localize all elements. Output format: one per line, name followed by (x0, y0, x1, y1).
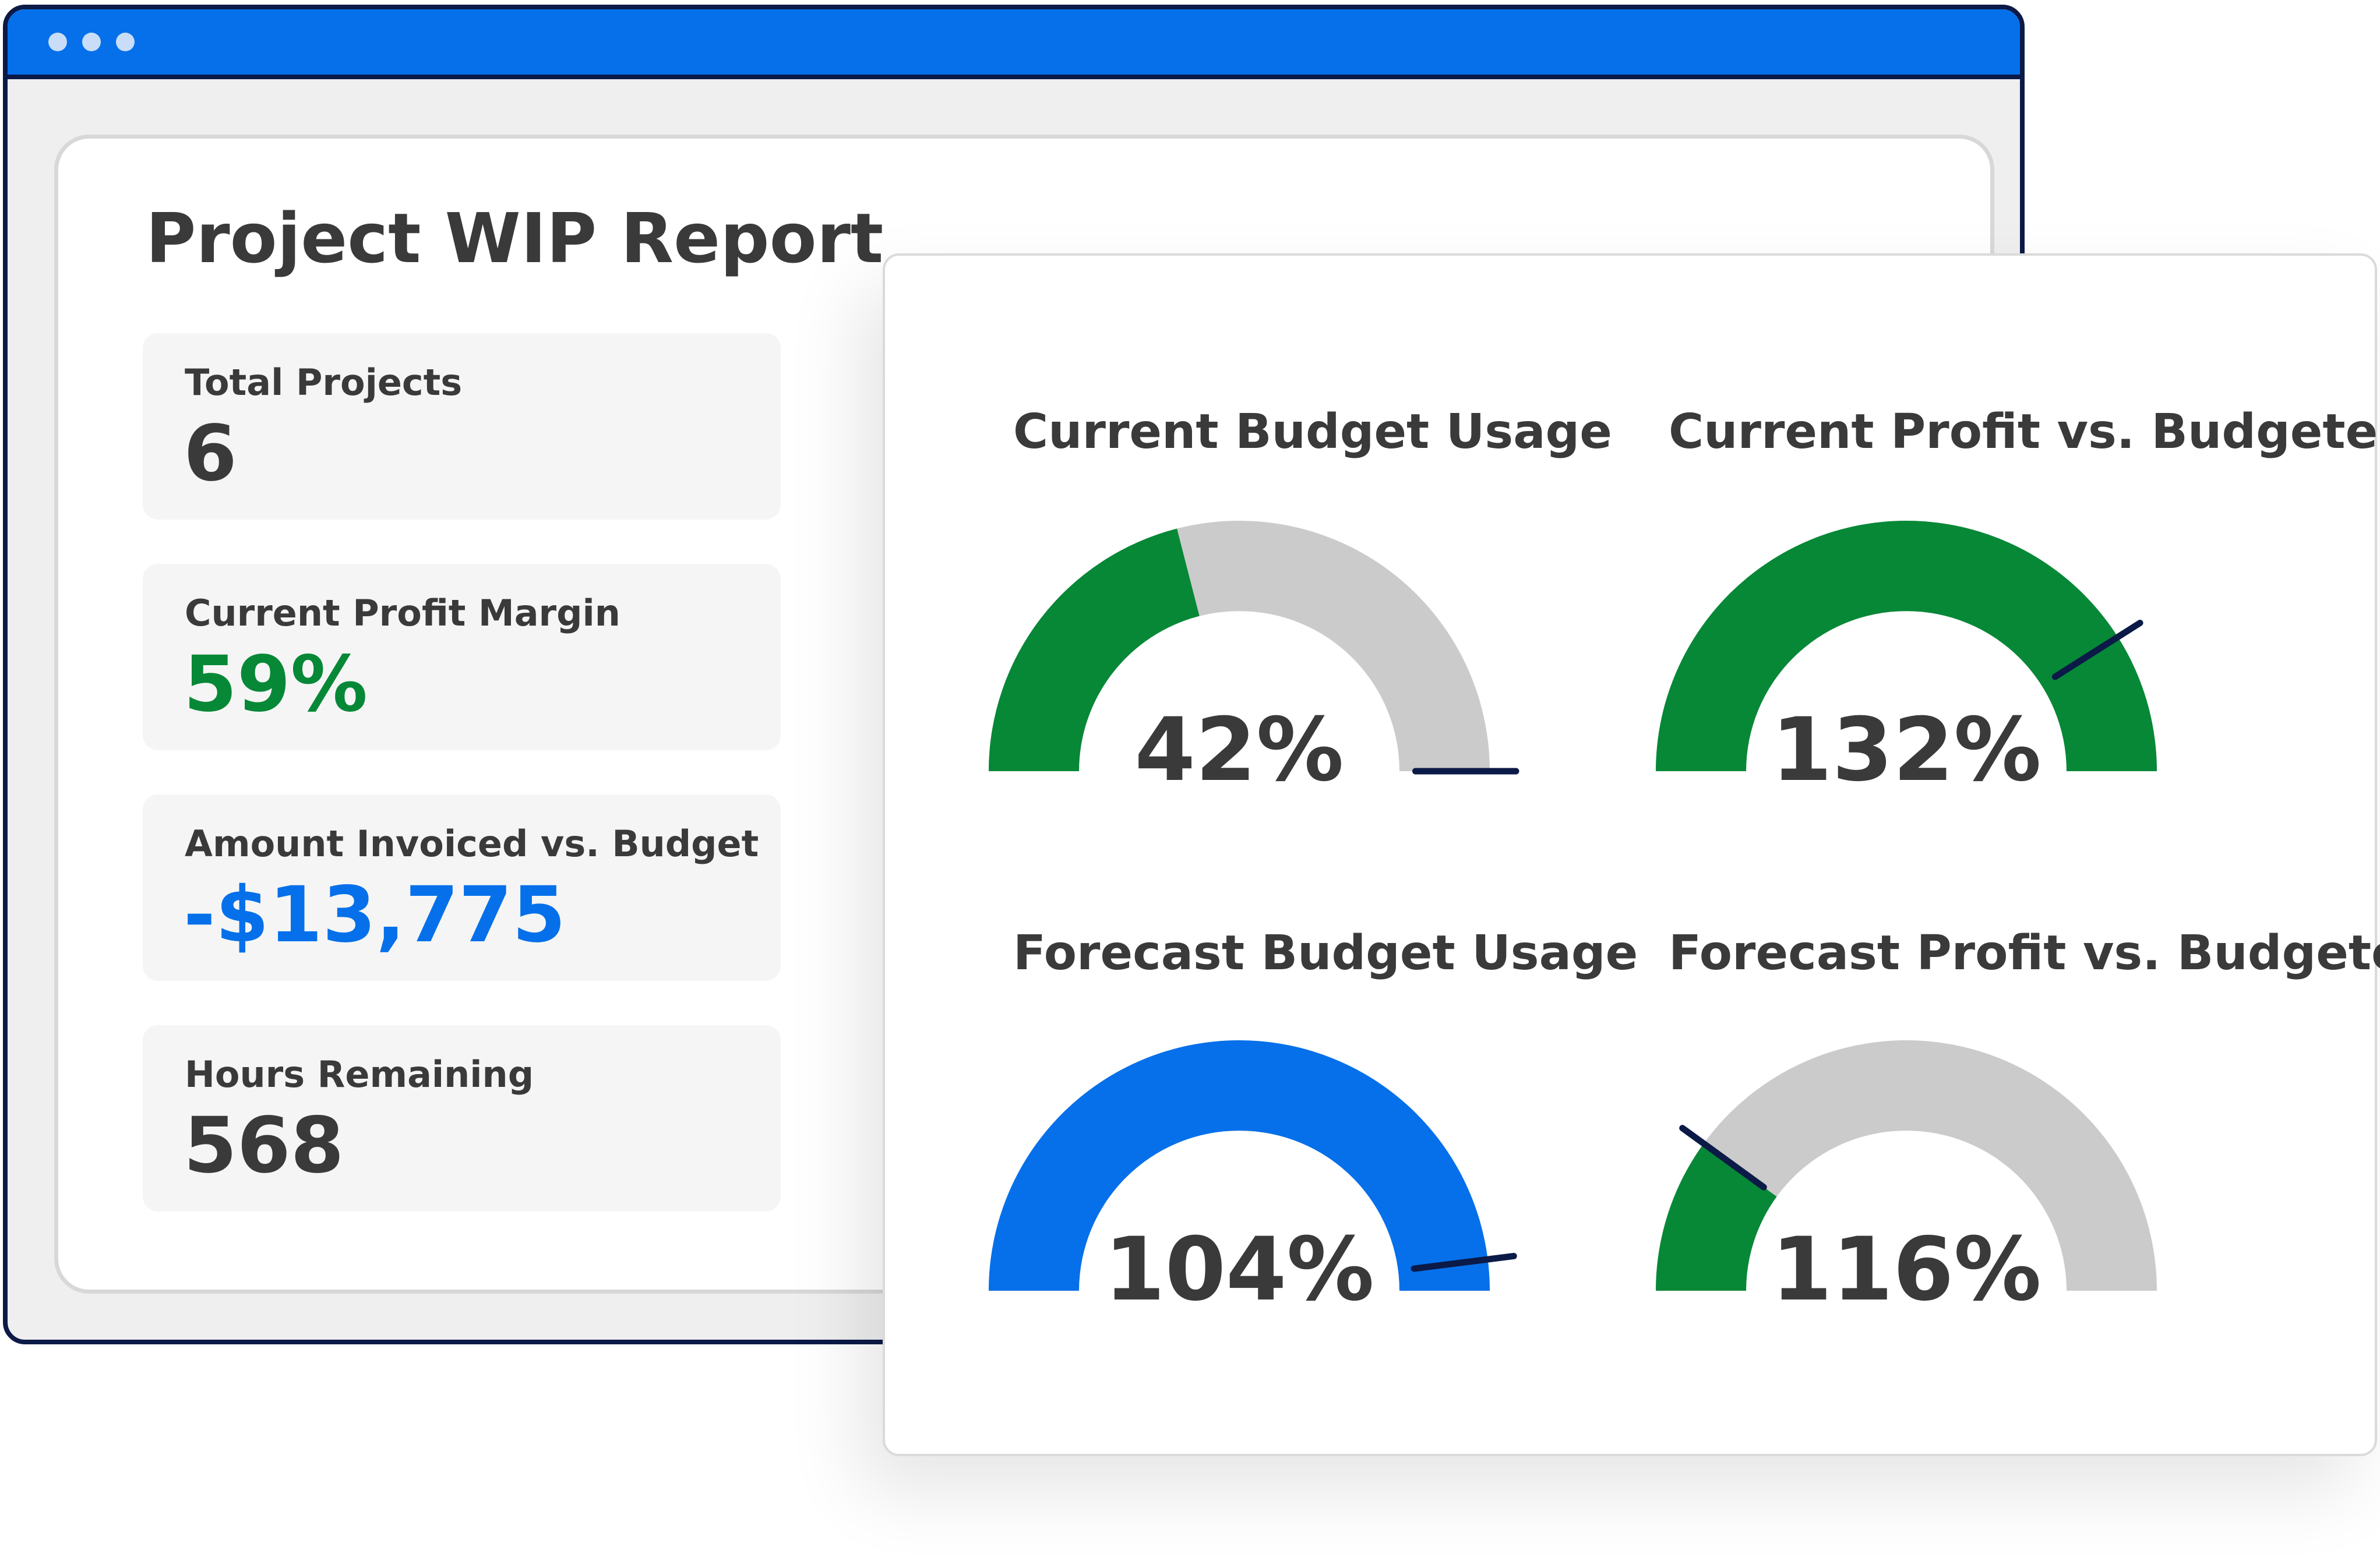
gauge-value: 132% (1771, 700, 2041, 801)
window-dot-icon[interactable] (116, 33, 135, 51)
gauge-track (1656, 1040, 2157, 1291)
page-title: Project WIP Report (146, 198, 884, 278)
gauge-value: 42% (1134, 700, 1344, 801)
gauge-marker (1679, 1125, 1767, 1191)
kpi-card-amount-invoiced: Amount Invoiced vs. Budget -$13,775 (143, 794, 781, 981)
kpi-label: Current Profit Margin (185, 592, 620, 634)
gauge-fill (989, 528, 1200, 771)
gauge-fill (1656, 521, 2157, 771)
gauge-current-budget-usage: 42% (989, 521, 1519, 801)
window-dot-icon[interactable] (48, 33, 67, 51)
gauge-title-current-budget: Current Budget Usage (1013, 404, 1612, 460)
kpi-label: Total Projects (185, 361, 463, 404)
gauge-fill (989, 1040, 1490, 1291)
window-titlebar (8, 9, 2020, 79)
gauge-panel: Current Budget Usage Current Profit vs. … (883, 253, 2380, 1456)
gauge-title-forecast-budget: Forecast Budget Usage (1013, 926, 1638, 981)
kpi-card-profit-margin: Current Profit Margin 59% (143, 564, 781, 750)
kpi-value: 6 (184, 409, 237, 499)
gauge-value: 116% (1771, 1219, 2041, 1320)
gauge-forecast-profit: 116% (1656, 1040, 2157, 1320)
gauge-forecast-budget-usage: 104% (989, 1040, 1517, 1320)
kpi-card-total-projects: Total Projects 6 (143, 333, 781, 520)
gauge-current-profit: 132% (1656, 521, 2157, 801)
gauge-title-forecast-profit: Forecast Profit vs. Budgeted (1669, 926, 2380, 981)
window-dot-icon[interactable] (82, 33, 101, 51)
gauge-fill (1656, 1143, 1777, 1291)
gauge-marker (1411, 1252, 1517, 1272)
gauge-marker (2051, 619, 2143, 680)
gauge-value: 104% (1104, 1219, 1374, 1320)
kpi-label: Amount Invoiced vs. Budget (185, 822, 759, 865)
kpi-card-hours-remaining: Hours Remaining 568 (143, 1025, 781, 1212)
kpi-label: Hours Remaining (185, 1053, 534, 1096)
gauge-title-current-profit: Current Profit vs. Budgeted (1669, 404, 2380, 460)
kpi-value: -$13,775 (184, 870, 566, 960)
kpi-value: 59% (184, 640, 368, 729)
kpi-value: 568 (184, 1101, 344, 1191)
